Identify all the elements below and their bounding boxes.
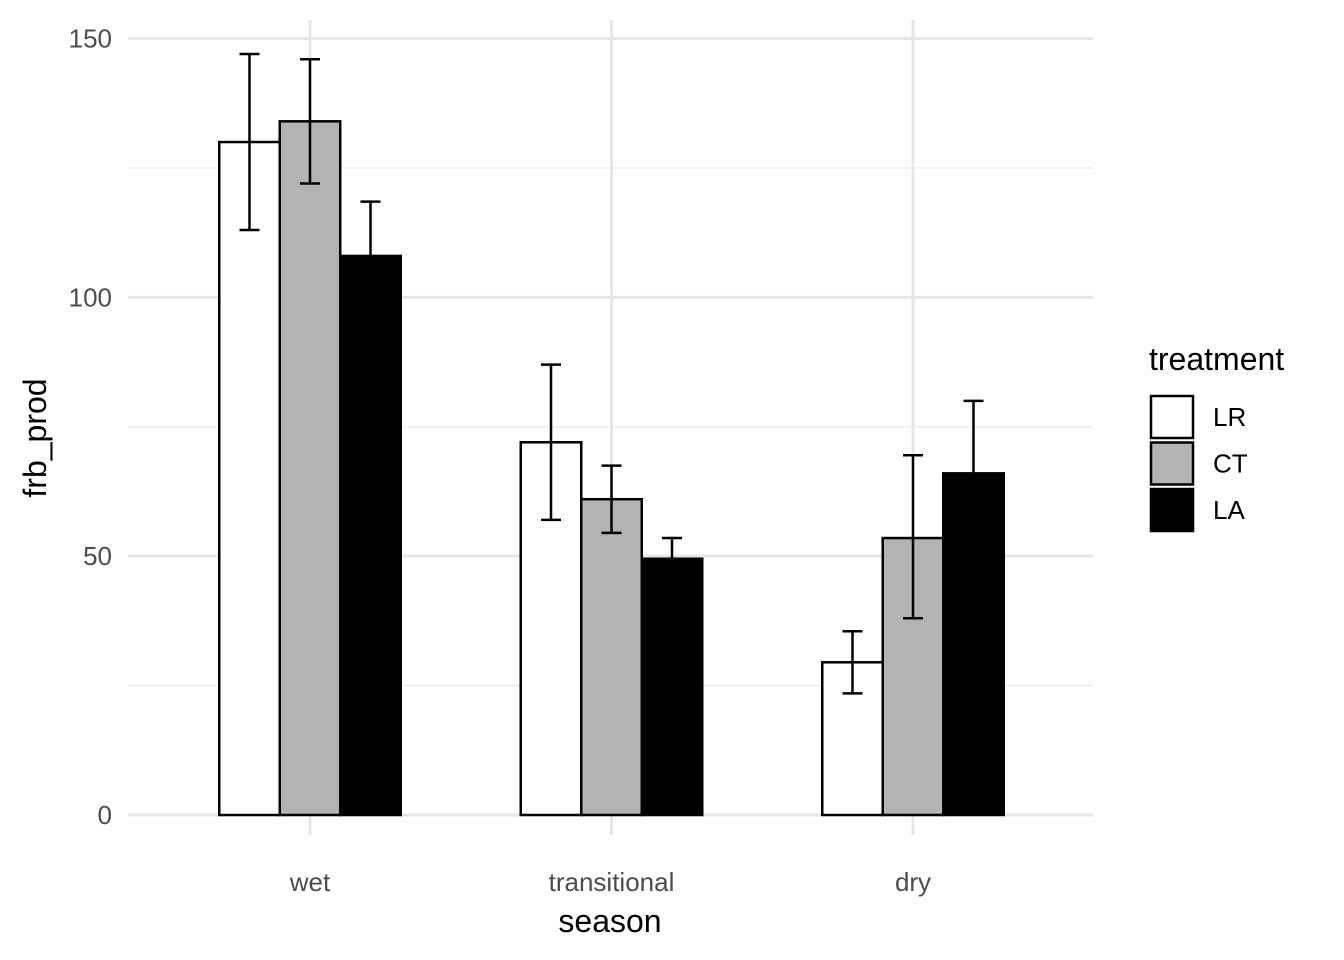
bars xyxy=(218,120,1005,817)
bar-transitional-LA xyxy=(640,557,704,817)
error-bar-dry-CT xyxy=(903,453,923,620)
x-tick-labels: wet transitional dry xyxy=(289,867,931,897)
y-tick-label: 100 xyxy=(69,282,112,312)
y-tick-labels: 0 50 100 150 xyxy=(69,24,112,831)
bar-dry-LA xyxy=(942,472,1005,817)
legend-key-LR xyxy=(1149,394,1195,440)
x-axis-title: season xyxy=(558,903,661,939)
y-tick-label: 0 xyxy=(98,800,112,830)
error-bar-transitional-LR xyxy=(541,363,561,522)
legend-item-LA: LA xyxy=(1149,487,1245,533)
legend-label-LR: LR xyxy=(1213,402,1246,432)
error-bar-transitional-CT xyxy=(601,464,622,535)
bar-dry-CT xyxy=(881,536,945,817)
y-tick-label: 150 xyxy=(69,24,112,54)
error-bars xyxy=(239,52,984,695)
error-bar-transitional-LA xyxy=(662,536,682,579)
bar-wet-CT xyxy=(278,120,342,817)
legend-key-CT xyxy=(1149,441,1195,486)
error-bar-wet-LR xyxy=(239,52,260,232)
x-tick-label: wet xyxy=(289,867,331,897)
error-bar-dry-LA xyxy=(963,399,984,496)
legend-item-LR: LR xyxy=(1149,394,1246,440)
legend-item-CT: CT xyxy=(1149,441,1248,486)
y-tick-label: 50 xyxy=(83,541,112,571)
bar-wet-LA xyxy=(339,254,402,817)
error-bar-wet-LA xyxy=(360,200,381,309)
legend: treatment LR CT LA xyxy=(1149,341,1284,533)
error-bar-wet-CT xyxy=(300,57,320,185)
x-tick-label: transitional xyxy=(549,867,675,897)
legend-label-CT: CT xyxy=(1213,449,1248,479)
legend-title: treatment xyxy=(1149,341,1284,377)
error-bar-dry-LR xyxy=(842,629,863,695)
y-axis-title: frb_prod xyxy=(17,378,53,497)
bar-wet-LR xyxy=(218,140,281,817)
legend-label-LA: LA xyxy=(1213,495,1245,525)
bar-transitional-CT xyxy=(580,497,643,817)
x-tick-label: dry xyxy=(895,867,931,897)
legend-key-LA xyxy=(1149,487,1195,533)
